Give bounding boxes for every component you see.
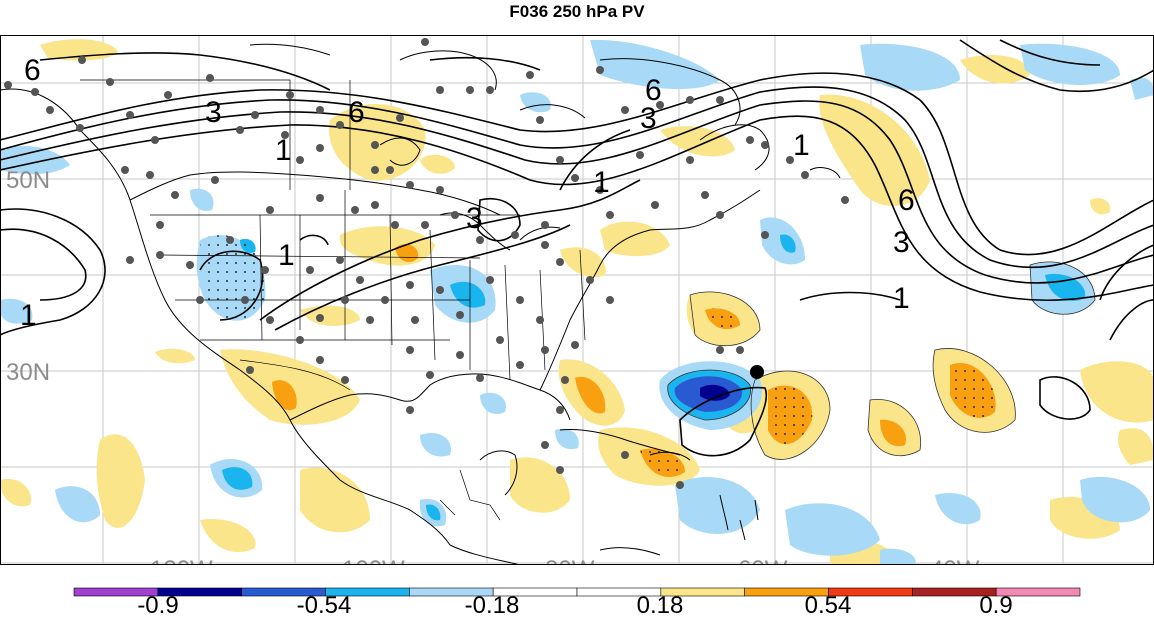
longitude-label: 60W [738, 556, 788, 583]
colorbar-label: -0.9 [137, 592, 178, 619]
colorbar-segment [995, 587, 1081, 597]
contour-label: 6 [24, 54, 41, 87]
pv-contours [0, 39, 1154, 457]
longitude-label: 80W [545, 556, 595, 583]
colorbar-label: 0.9 [979, 592, 1012, 619]
colorbar-label: -0.18 [465, 592, 520, 619]
contour-label: 3 [466, 202, 483, 235]
contour-label: 1 [275, 134, 292, 167]
contour-label: 1 [793, 129, 810, 162]
colorbar-label: 0.54 [805, 592, 852, 619]
contour-value-labels: 6 3 1 6 3 1 6 3 1 1 6 3 1 1 [20, 54, 915, 332]
negative-pv-anomaly-shading [0, 39, 1154, 565]
colorbar-label: -0.54 [297, 592, 352, 619]
positive-pv-anomaly-shading [0, 39, 1154, 565]
colorbar-label: 0.18 [637, 592, 684, 619]
contour-label: 3 [640, 102, 657, 135]
longitude-label: 120W [150, 556, 213, 583]
contour-label: 1 [893, 282, 910, 315]
contour-label: 3 [205, 96, 222, 129]
graticule [0, 35, 1154, 565]
colorbar [73, 587, 1081, 597]
longitude-label: 100W [342, 556, 405, 583]
contour-label: 6 [348, 96, 365, 129]
station-markers [4, 38, 849, 489]
contour-label: 1 [20, 299, 37, 332]
latitude-label: 50N [6, 167, 50, 194]
longitude-label: 40W [930, 556, 980, 583]
contour-label: 6 [645, 74, 662, 107]
map-title: F036 250 hPa PV [509, 2, 645, 21]
stippling [200, 235, 996, 477]
latitude-label: 30N [6, 359, 50, 386]
contour-label: 1 [278, 239, 295, 272]
contour-label: 6 [898, 184, 915, 217]
contour-label: 1 [593, 166, 610, 199]
map-frame [0, 35, 1154, 565]
contour-label: 3 [893, 226, 910, 259]
anomaly-contour-lines [667, 261, 1096, 460]
storm-center-marker [750, 365, 764, 379]
